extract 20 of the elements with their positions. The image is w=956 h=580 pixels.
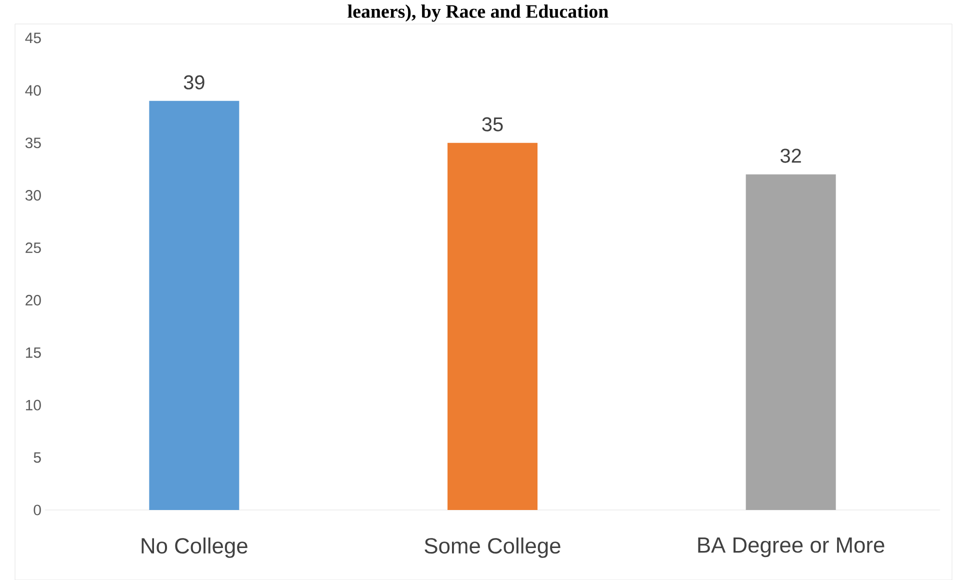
y-tick-label: 5: [34, 452, 41, 463]
y-tick-label: 15: [26, 347, 41, 358]
y-tick-label: 35: [25, 138, 41, 148]
y-tick-label: 45: [25, 32, 41, 44]
chart-title: leaners), by Race and Education: [348, 4, 608, 22]
x-tick-label: No College: [142, 537, 248, 558]
y-tick-label: 0: [34, 504, 41, 516]
bar: [149, 100, 240, 510]
y-tick-label: 25: [26, 242, 41, 254]
y-tick-label: 10: [26, 400, 41, 410]
bar: [448, 142, 538, 510]
data-label: 35: [482, 117, 503, 132]
x-tick-label: Some College: [424, 537, 560, 558]
y-tick-label: 30: [25, 190, 41, 201]
x-tick-label: BA Degree or More: [698, 538, 884, 558]
y-tick-label: 40: [25, 85, 41, 96]
data-label: 39: [184, 75, 204, 90]
y-tick-label: 20: [26, 294, 41, 306]
bar: [746, 174, 836, 510]
data-label: 32: [780, 148, 801, 163]
